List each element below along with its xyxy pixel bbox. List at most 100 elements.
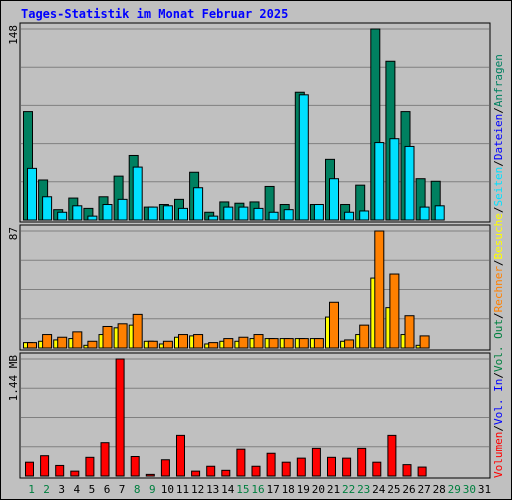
bar-volumen — [236, 448, 246, 477]
bar-volumen — [266, 452, 276, 477]
x-tick-label: 15 — [236, 483, 249, 496]
bar-volumen — [100, 442, 110, 477]
bar-dateien — [57, 211, 68, 221]
x-tick-label: 27 — [417, 483, 430, 496]
bar-dateien — [434, 205, 445, 221]
x-tick-label: 7 — [119, 483, 126, 496]
bar-rechner — [329, 301, 339, 349]
chart-title: Tages-Statistik im Monat Februar 2025 — [21, 7, 289, 21]
bar-volumen — [115, 358, 125, 477]
bar-rechner — [374, 230, 385, 349]
x-tick-label: 8 — [134, 483, 141, 496]
bar-volumen — [160, 459, 170, 477]
bar-rechner — [389, 273, 400, 349]
bar-rechner — [283, 338, 294, 349]
panel-volume — [19, 352, 491, 479]
bar-volumen — [130, 456, 140, 477]
bar-rechner — [313, 338, 324, 349]
bar-rechner — [404, 315, 415, 349]
bar-volumen — [191, 470, 201, 477]
bar-volumen — [402, 464, 412, 477]
bar-dateien — [268, 211, 279, 221]
legend-entry: Seiten — [492, 167, 505, 207]
legend-separator: / — [492, 107, 505, 114]
bar-rechner — [87, 340, 98, 349]
bar-dateien — [359, 210, 370, 221]
bar-volumen — [25, 461, 34, 477]
bar-rechner — [57, 336, 68, 349]
bar-rechner — [268, 338, 279, 349]
bar-volumen — [387, 434, 397, 477]
bar-volumen — [281, 461, 291, 477]
y-axis-max-label: 87 — [7, 227, 20, 240]
bar-dateien — [419, 206, 430, 221]
bar-dateien — [178, 207, 188, 221]
x-tick-label: 26 — [402, 483, 415, 496]
bar-volumen — [176, 434, 185, 477]
bar-rechner — [344, 339, 355, 349]
bar-rechner — [253, 334, 264, 349]
legend-entry: Anfragen — [492, 54, 505, 107]
x-tick-label: 2 — [43, 483, 50, 496]
bar-volumen — [55, 464, 65, 477]
bar-dateien — [344, 211, 355, 221]
bar-dateien — [208, 215, 219, 221]
bar-volumen — [342, 457, 352, 477]
x-tick-label: 9 — [149, 483, 156, 496]
bar-volumen — [357, 447, 367, 477]
x-tick-label: 24 — [372, 483, 386, 496]
bar-dateien — [374, 142, 385, 221]
bar-volumen — [372, 461, 382, 477]
x-tick-label: 1 — [28, 483, 35, 496]
bar-rechner — [298, 338, 309, 349]
panel-visits — [19, 224, 491, 351]
bar-dateien — [87, 215, 98, 221]
x-tick-label: 3 — [58, 483, 65, 496]
bar-dateien — [404, 145, 415, 221]
x-tick-label: 22 — [342, 483, 355, 496]
bar-dateien — [132, 166, 143, 221]
bar-dateien — [253, 207, 264, 221]
x-tick-label: 20 — [312, 483, 325, 496]
legend-entry: Vol. Out — [492, 319, 505, 372]
bar-volumen — [40, 455, 50, 477]
x-tick-label: 10 — [161, 483, 174, 496]
bar-rechner — [419, 335, 430, 349]
bar-rechner — [42, 334, 53, 349]
legend-separator: / — [492, 372, 505, 379]
bar-volumen — [417, 466, 427, 477]
right-legend: Volumen/Vol. In/Vol. Out/Rechner/Besuche… — [492, 54, 505, 478]
bar-rechner — [178, 334, 188, 349]
bar-volumen — [296, 457, 306, 477]
bar-dateien — [42, 196, 53, 221]
x-tick-label: 16 — [251, 483, 264, 496]
x-tick-label: 18 — [282, 483, 295, 496]
x-tick-label: 31 — [478, 483, 491, 496]
bar-rechner — [238, 336, 249, 349]
bar-dateien — [223, 206, 234, 221]
bar-dateien — [193, 187, 204, 221]
bar-volumen — [251, 465, 261, 477]
legend-entry: Volumen — [492, 432, 505, 478]
bar-rechner — [359, 324, 370, 349]
bar-dateien — [162, 205, 173, 221]
x-tick-label: 5 — [89, 483, 96, 496]
x-tick-label: 19 — [297, 483, 310, 496]
legend-entry: Besuche — [492, 213, 505, 259]
bar-rechner — [208, 342, 219, 349]
legend-separator: / — [492, 206, 505, 213]
bar-volumen — [70, 470, 80, 477]
legend-entry: Rechner — [492, 266, 505, 313]
bar-volumen — [206, 465, 216, 477]
bar-rechner — [162, 340, 173, 349]
bar-rechner — [223, 338, 234, 349]
bar-dateien — [102, 204, 113, 221]
legend-separator: / — [492, 160, 505, 167]
x-tick-label: 23 — [357, 483, 370, 496]
x-tick-label: 25 — [387, 483, 400, 496]
legend-entry: Vol. In — [492, 379, 505, 425]
bar-dateien — [283, 209, 294, 221]
x-tick-label: 29 — [448, 483, 461, 496]
x-tick-label: 11 — [176, 483, 189, 496]
x-tick-label: 4 — [73, 483, 80, 496]
